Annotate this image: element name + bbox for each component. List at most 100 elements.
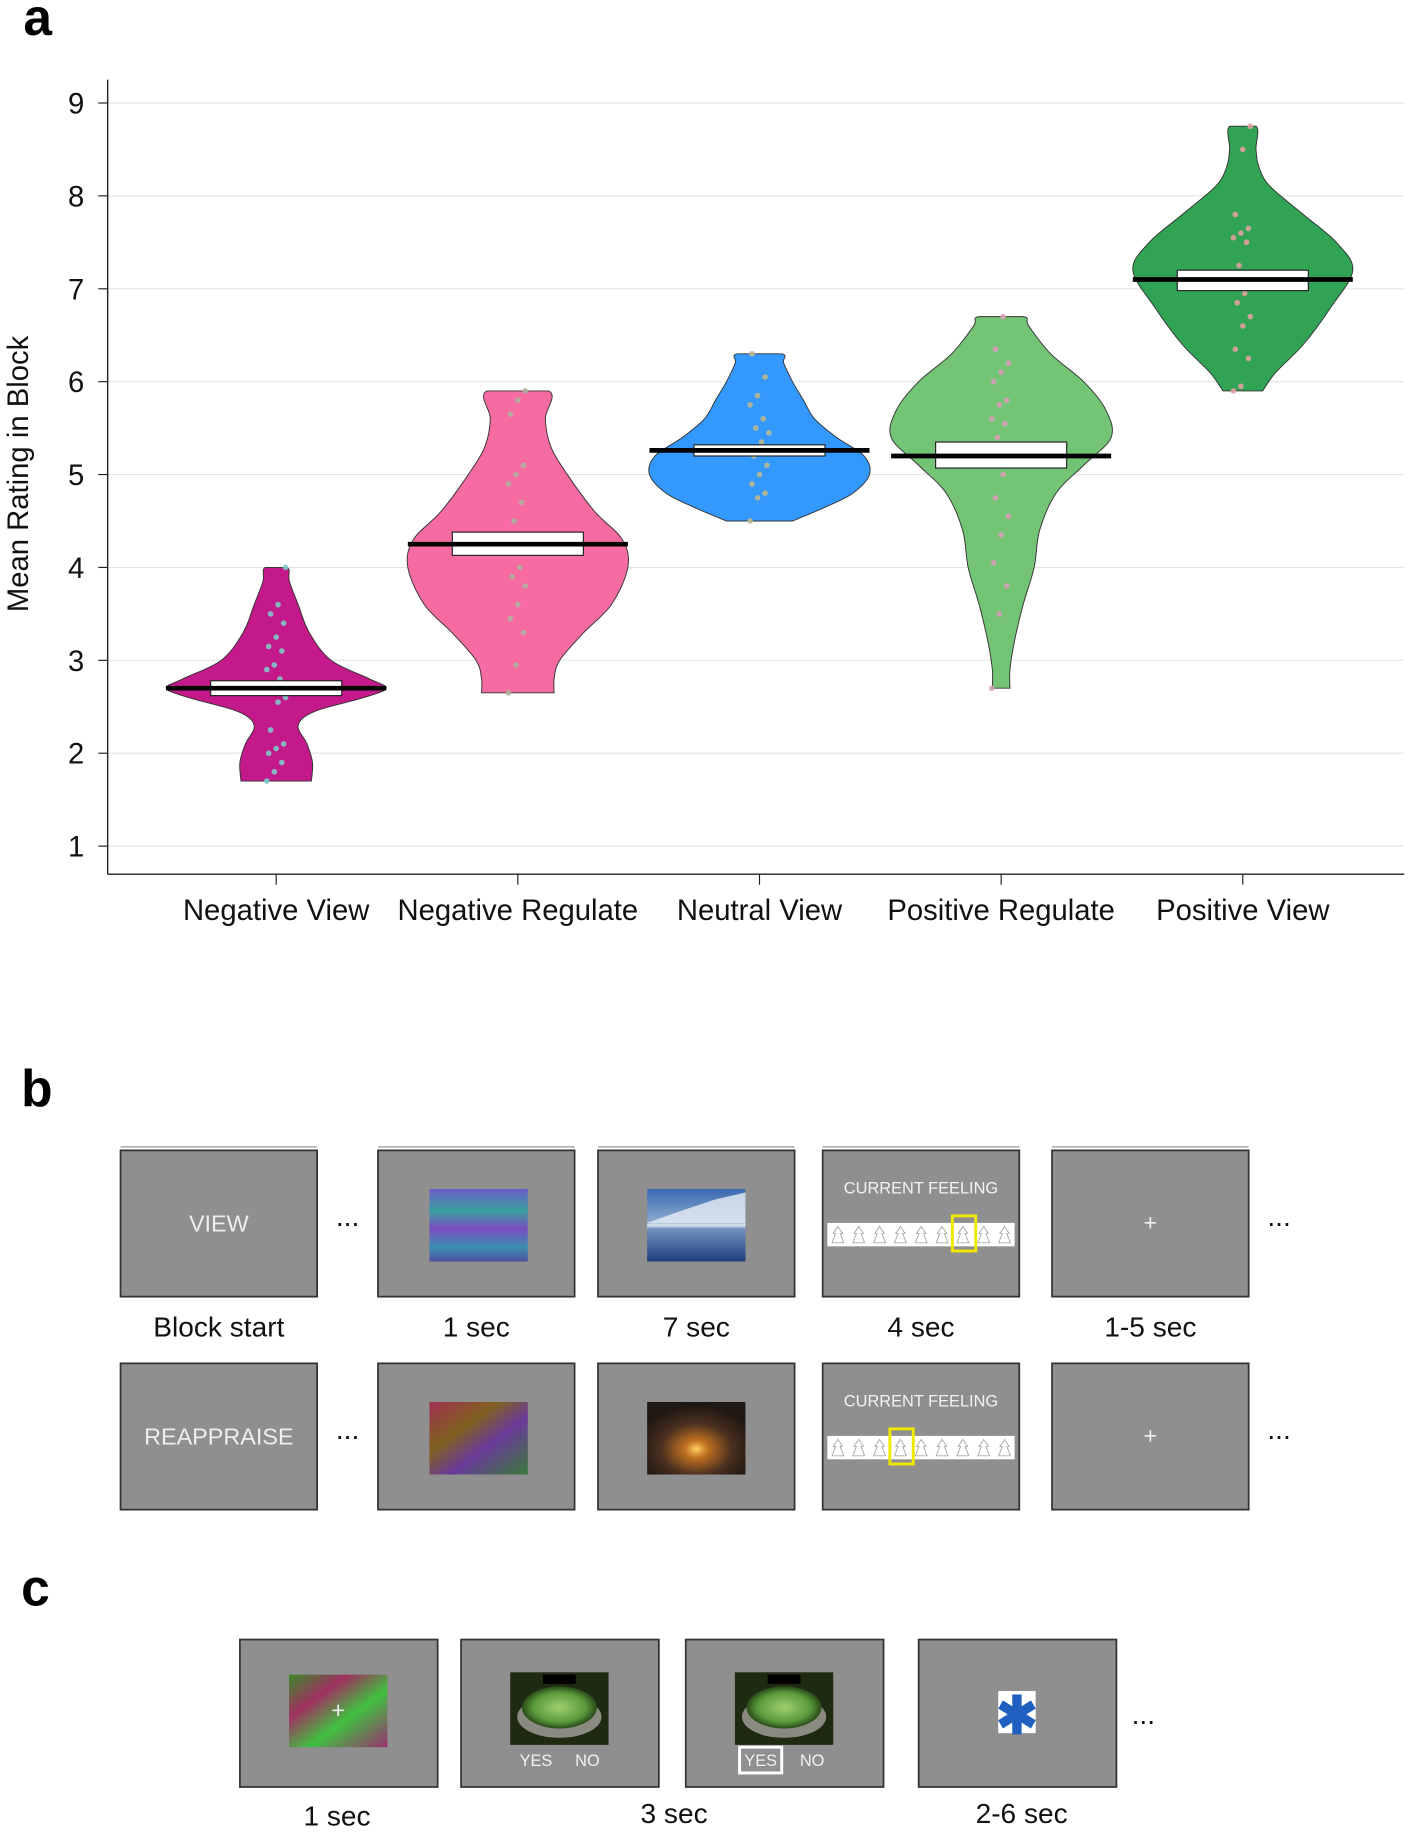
data-point	[522, 583, 529, 589]
data-point	[994, 434, 1001, 441]
data-point	[507, 411, 514, 417]
y-tick-label: 5	[68, 460, 84, 492]
data-point	[1232, 211, 1239, 218]
star-of-life-icon	[998, 1694, 1036, 1735]
duration-label: 1-5 sec	[1104, 1311, 1196, 1342]
feeling-label: CURRENT FEELING	[844, 1180, 998, 1198]
data-point	[1236, 262, 1242, 269]
data-point	[513, 471, 519, 478]
y-tick-label: 1	[68, 832, 84, 864]
data-point	[513, 662, 519, 668]
data-point	[1239, 146, 1246, 153]
person-icon	[873, 1225, 887, 1244]
data-point	[990, 378, 997, 385]
ellipsis: ...	[1267, 1414, 1290, 1445]
data-point	[280, 620, 287, 626]
data-point	[275, 699, 281, 705]
person-icon	[893, 1225, 907, 1244]
data-point	[267, 611, 274, 617]
data-point	[273, 634, 279, 640]
panel-label-a: a	[23, 0, 52, 46]
data-point	[507, 615, 514, 622]
violin-0	[165, 566, 387, 782]
data-point	[520, 462, 527, 469]
person-icon	[914, 1225, 928, 1244]
x-tick-label: Negative Regulate	[398, 895, 639, 927]
data-point	[273, 745, 279, 752]
data-point	[758, 439, 765, 445]
data-point	[520, 629, 527, 636]
y-tick-label: 8	[68, 181, 84, 213]
food	[746, 1686, 822, 1729]
ellipsis: ...	[336, 1201, 359, 1232]
data-point	[280, 741, 287, 747]
person-icon	[935, 1225, 949, 1244]
duration-label: 2-6 sec	[976, 1798, 1068, 1829]
panel-label-c: c	[21, 1559, 50, 1617]
fixation-cross: +	[1144, 1423, 1158, 1449]
food-label-bar	[767, 1674, 801, 1685]
violin-2	[648, 353, 871, 522]
data-point	[988, 685, 995, 692]
data-point	[762, 374, 768, 380]
ellipsis: ...	[336, 1414, 359, 1445]
person-icon	[831, 1438, 845, 1457]
data-point	[1239, 323, 1246, 329]
ellipsis: ...	[1267, 1201, 1290, 1232]
data-point	[996, 611, 1003, 617]
person-icon	[977, 1438, 991, 1457]
person-icon	[873, 1438, 887, 1457]
data-point	[1003, 583, 1010, 589]
scrambled-image	[429, 1401, 528, 1475]
person-icon	[956, 1225, 970, 1244]
x-tick-label: Negative View	[183, 895, 370, 927]
person-icon	[977, 1225, 991, 1244]
person-icon	[914, 1438, 928, 1457]
data-point	[522, 388, 529, 394]
feeling-label: CURRENT FEELING	[844, 1393, 998, 1411]
duration-label: 1 sec	[303, 1801, 370, 1832]
data-point	[1243, 239, 1250, 246]
duration-label: 3 sec	[641, 1798, 708, 1829]
x-tick-label: Neutral View	[677, 895, 843, 927]
data-point	[756, 471, 763, 478]
data-point	[1241, 290, 1248, 297]
x-tick-label: Positive Regulate	[887, 895, 1115, 927]
data-point	[747, 518, 753, 524]
data-point	[282, 564, 289, 571]
data-point	[992, 346, 999, 352]
data-point	[278, 648, 285, 654]
panel-b-task-diagram: VIEW CURRENT FEELING +... ... REAPPRAISE CURR…	[119, 1146, 1291, 1511]
data-point	[754, 392, 761, 399]
yes-option: YES	[744, 1752, 777, 1770]
data-point	[271, 662, 278, 668]
x-tick-label: Positive View	[1156, 895, 1330, 927]
data-point	[265, 643, 272, 650]
data-point	[1247, 123, 1254, 130]
no-option: NO	[800, 1752, 825, 1770]
y-tick-label: 7	[68, 274, 84, 306]
data-point	[762, 490, 768, 496]
data-point	[990, 559, 997, 566]
data-point	[1247, 313, 1254, 320]
mountain	[647, 1192, 746, 1223]
data-point	[515, 397, 521, 404]
person-icon	[998, 1225, 1012, 1244]
panel-label-b: b	[21, 1059, 52, 1117]
data-point	[752, 425, 759, 431]
data-point	[518, 499, 525, 506]
person-icon	[956, 1438, 970, 1457]
data-point	[505, 690, 512, 696]
scrambled-image	[289, 1674, 388, 1748]
data-point	[749, 350, 755, 357]
data-point	[998, 532, 1004, 538]
data-point	[1238, 383, 1244, 390]
data-point	[1005, 513, 1012, 520]
data-point	[754, 494, 761, 501]
selected-yes-box	[738, 1745, 784, 1775]
scene-image	[647, 1401, 746, 1475]
duration-label: Block start	[153, 1311, 284, 1342]
cue-text: VIEW	[189, 1211, 249, 1237]
selected-rating-box	[888, 1427, 915, 1466]
violin-4	[1132, 125, 1354, 392]
